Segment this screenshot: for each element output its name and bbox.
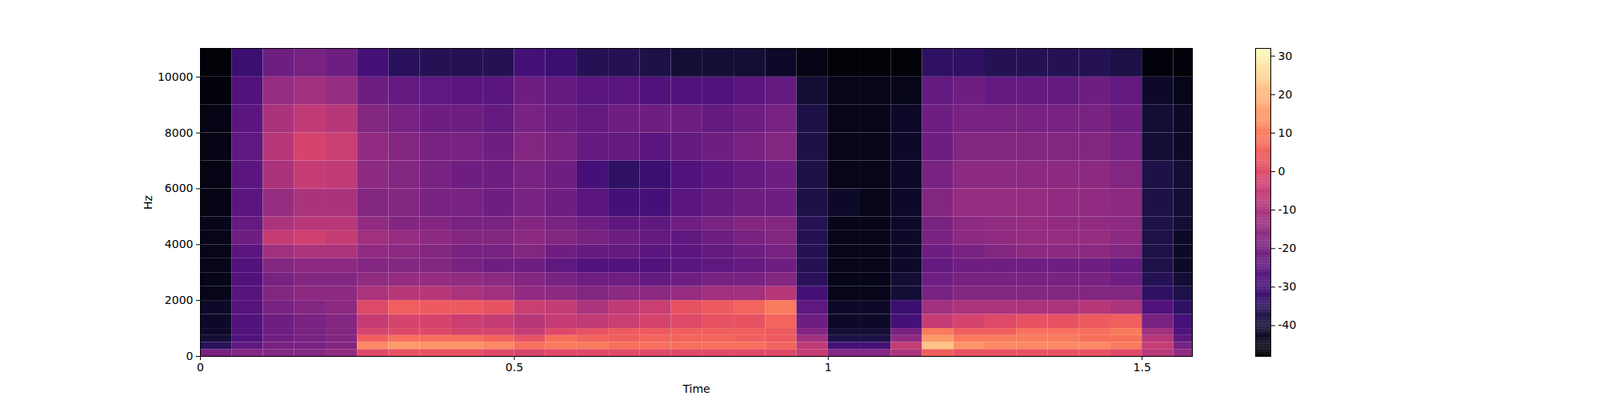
svg-text:6000: 6000	[164, 181, 194, 195]
svg-text:Time: Time	[681, 382, 710, 396]
svg-text:20: 20	[1278, 88, 1293, 101]
svg-text:-20: -20	[1278, 241, 1297, 255]
svg-text:10: 10	[1278, 126, 1293, 140]
svg-text:0.5: 0.5	[505, 360, 524, 374]
svg-text:10000: 10000	[157, 70, 194, 84]
svg-text:-30: -30	[1278, 280, 1297, 293]
svg-text:0: 0	[1278, 164, 1286, 178]
svg-text:1: 1	[824, 360, 832, 374]
svg-text:8000: 8000	[164, 126, 194, 140]
svg-text:4000: 4000	[164, 237, 194, 251]
svg-text:Hz: Hz	[141, 195, 155, 210]
svg-text:0: 0	[196, 360, 204, 374]
svg-text:-10: -10	[1278, 203, 1297, 216]
svg-text:-40: -40	[1278, 318, 1297, 332]
svg-text:1.5: 1.5	[1133, 360, 1152, 374]
svg-text:0: 0	[186, 349, 194, 363]
svg-text:30: 30	[1278, 49, 1293, 63]
svg-text:2000: 2000	[164, 293, 194, 307]
